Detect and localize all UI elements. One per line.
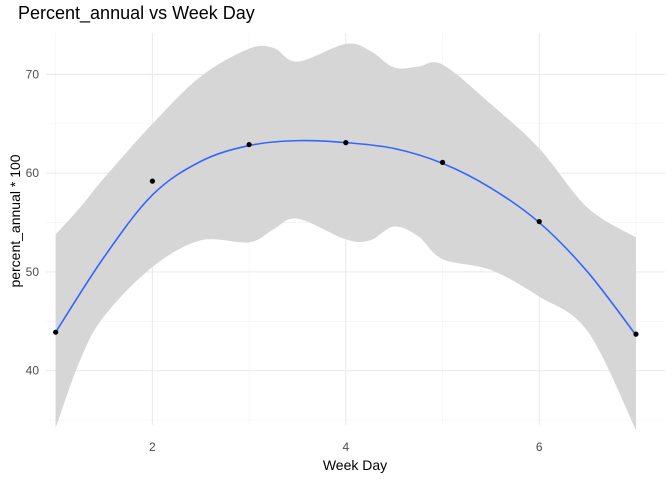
y-tick-label: 50: [26, 265, 40, 279]
x-tick-label: 4: [342, 440, 349, 454]
data-point: [633, 331, 639, 337]
y-axis-label: percent_annual * 100: [7, 154, 23, 287]
data-point: [343, 140, 349, 146]
y-axis-ticks: 40 50 60 70: [26, 67, 40, 377]
chart-title: Percent_annual vs Week Day: [18, 3, 255, 23]
data-point: [53, 329, 59, 335]
data-points: [53, 140, 639, 337]
x-tick-label: 6: [536, 440, 543, 454]
data-point: [536, 218, 542, 225]
x-axis-ticks: 2 4 6: [149, 440, 543, 454]
data-point: [246, 141, 252, 148]
confidence-band: [55, 43, 636, 430]
y-tick-label: 70: [26, 67, 40, 81]
data-point: [149, 178, 155, 184]
y-tick-label: 40: [26, 364, 40, 378]
x-tick-label: 2: [149, 440, 156, 454]
x-axis-label: Week Day: [323, 457, 387, 473]
y-tick-label: 60: [26, 166, 40, 180]
data-point: [439, 159, 446, 165]
